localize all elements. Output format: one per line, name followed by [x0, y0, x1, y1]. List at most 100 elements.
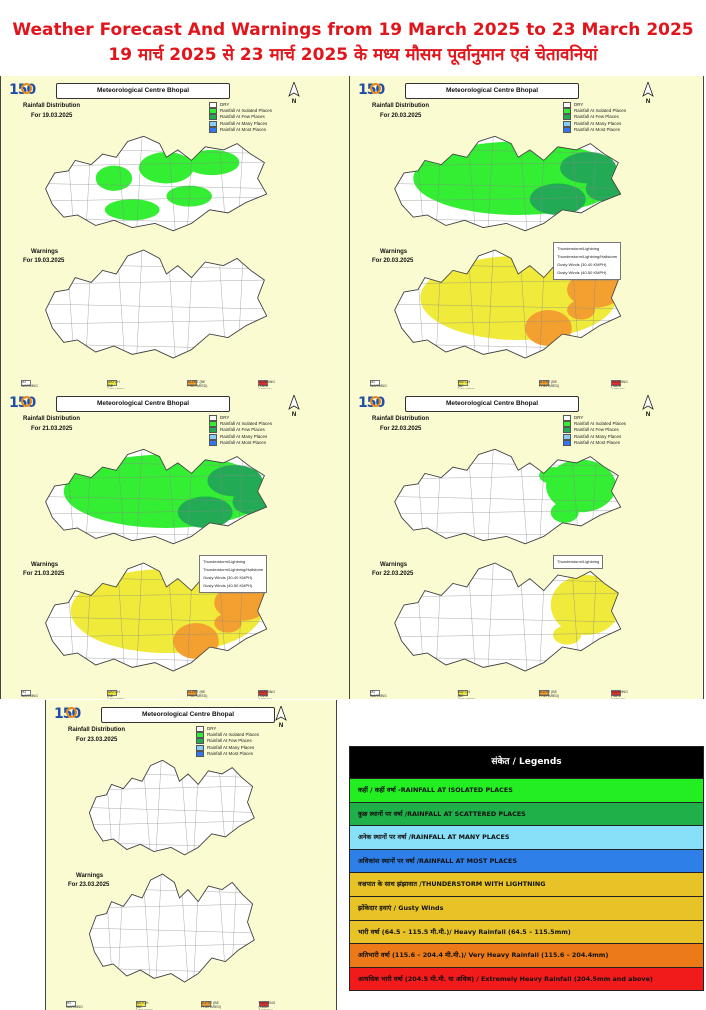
maps: [45, 448, 268, 672]
rain-date: For 21.03.2025: [31, 426, 73, 432]
shaded-region: [525, 310, 572, 346]
shaded-region: [214, 613, 242, 633]
centre-title: Meteorological Centre Bhopal: [405, 396, 579, 412]
forecast-panel-1: 150 Meteorological Centre Bhopal N Rainf…: [0, 76, 350, 389]
imd-150-logo: 150: [9, 395, 36, 411]
rain-title: Rainfall Distribution: [372, 103, 429, 109]
warning-level-legend: NO WARNING WATCH (BE UPDATED) ALERT (BE …: [66, 1001, 276, 1010]
north-arrow-icon: N: [274, 706, 288, 728]
rain-title: Rainfall Distribution: [372, 416, 429, 422]
title-english: Weather Forecast And Warnings from 19 Ma…: [12, 20, 694, 40]
maps: [45, 135, 268, 359]
warning-symbols-box: Thunderstorm/Lightning: [553, 555, 604, 569]
rain-title: Rainfall Distribution: [23, 416, 80, 422]
rain-legend: DRY Rainfall At Isolated Places Rainfall…: [209, 415, 272, 446]
warning-symbol-label: Thunderstorm/Lightning/Hailstorm: [557, 254, 618, 259]
warning-symbols-box: Thunderstorm/Lightning Thunderstorm/Light…: [199, 555, 268, 593]
rain-map-1: [45, 135, 268, 232]
warning-symbol-label: Thunderstorm/Lightning: [557, 559, 600, 564]
warning-level-legend: NO WARNING WATCH (BE UPDATED) ALERT (BE …: [21, 690, 275, 699]
shaded-region: [550, 501, 579, 523]
warning-symbol-label: Thunderstorm/Lightning: [203, 559, 246, 564]
rain-map-5: [88, 759, 255, 856]
legend-row: अतिभारी वर्षा (115.6 – 204.4 मी.मी.)/ Ve…: [350, 943, 703, 967]
warn-map-4: [394, 562, 622, 672]
shaded-region: [550, 575, 621, 635]
shaded-region: [184, 149, 240, 176]
rain-date: For 19.03.2025: [31, 113, 73, 119]
legend-row: भारी वर्षा (64.5 – 115.5 मी.मी.)/ Heavy …: [350, 919, 703, 944]
north-arrow-icon: N: [287, 395, 301, 417]
maps: [394, 448, 622, 672]
warn-title: Warnings: [31, 249, 59, 255]
warn-date: For 21.03.2025: [23, 571, 65, 577]
shaded-region: [207, 465, 263, 497]
shaded-region: [173, 623, 219, 659]
warning-level-legend: NO WARNING WATCH (BE UPDATED) ALERT (BE …: [370, 690, 628, 699]
rain-map-4: [394, 448, 622, 545]
rain-date: For 22.03.2025: [380, 426, 422, 432]
title-hindi: 19 मार्च 2025 से 23 मार्च 2025 के मध्य म…: [108, 45, 598, 65]
warn-date: For 22.03.2025: [372, 571, 414, 577]
legend-row: वज्रपात के साथ झंझावात /THUNDERSTORM WIT…: [350, 872, 703, 896]
warn-title: Warnings: [380, 562, 408, 568]
svg-text:N: N: [292, 99, 296, 104]
shaded-region: [95, 165, 133, 191]
rain-legend: DRY Rainfall At Isolated Places Rainfall…: [563, 415, 626, 446]
shaded-region: [553, 625, 582, 645]
legend-row: झोंकेदार हवाएं / Gusty Winds: [350, 895, 703, 920]
rain-legend: DRY Rainfall At Isolated Places Rainfall…: [563, 102, 626, 133]
maps: [88, 759, 255, 983]
warning-level-legend: NO WARNING WATCH (BE UPDATED) ALERT (BE …: [370, 380, 628, 389]
centre-title: Meteorological Centre Bhopal: [405, 83, 579, 99]
shaded-region: [560, 152, 617, 184]
rain-map-3: [45, 448, 268, 545]
maps: [394, 135, 622, 359]
rain-legend: DRY Rainfall At Isolated Places Rainfall…: [196, 726, 259, 757]
legend-row: अनेक स्थानों पर वर्षा /RAINFALL AT MANY …: [350, 825, 703, 849]
shaded-region: [529, 183, 586, 215]
forecast-panel-5: 150 Meteorological Centre Bhopal N Rainf…: [45, 700, 337, 1010]
north-arrow-icon: N: [641, 395, 655, 417]
warning-symbol-label: Thunderstorm/Lightning: [557, 246, 600, 251]
warning-symbol-label: Gusty Winds (30-40 KMPH): [557, 262, 607, 267]
shaded-region: [177, 496, 233, 528]
warn-map-1: [45, 249, 268, 359]
warn-title: Warnings: [31, 562, 59, 568]
warning-symbol-label: Gusty Winds (40-50 KMPH): [203, 583, 253, 588]
imd-150-logo: 150: [358, 395, 385, 411]
legend-title: संकेत / Legends: [350, 747, 703, 778]
legend-row: अधिकांश स्थानों पर वर्षा /RAINFALL AT MO…: [350, 848, 703, 873]
svg-text:N: N: [646, 412, 650, 417]
forecast-panel-3: 150 Meteorological Centre Bhopal N Rainf…: [0, 389, 350, 699]
svg-text:N: N: [279, 723, 283, 728]
warn-title: Warnings: [76, 873, 104, 879]
svg-text:N: N: [292, 412, 296, 417]
rain-legend: DRY Rainfall At Isolated Places Rainfall…: [209, 102, 272, 133]
warn-date: For 19.03.2025: [23, 258, 65, 264]
imd-150-logo: 150: [358, 82, 385, 98]
rain-date: For 23.03.2025: [76, 737, 118, 743]
legend-row: अत्यधिक भारी वर्षा (204.5 मी.मी. या अधिक…: [350, 966, 703, 991]
centre-title: Meteorological Centre Bhopal: [101, 707, 275, 723]
warning-symbol-label: Thunderstorm/Lightning/Hailstorm: [203, 567, 264, 572]
rain-map-2: [394, 135, 622, 232]
warn-date: For 23.03.2025: [68, 882, 110, 888]
centre-title: Meteorological Centre Bhopal: [56, 83, 230, 99]
shaded-region: [139, 152, 194, 184]
legend-row: कुछ स्थानों पर वर्षा /RAINFALL AT SCATTE…: [350, 801, 703, 826]
legend-row: कहीं / कहीं वर्षा -RAINFALL AT ISOLATED …: [350, 778, 703, 802]
shaded-region: [567, 300, 596, 320]
warning-symbols-box: Thunderstorm/Lightning Thunderstorm/Light…: [553, 242, 622, 280]
svg-text:N: N: [646, 99, 650, 104]
imd-150-logo: 150: [9, 82, 36, 98]
forecast-panel-4: 150 Meteorological Centre Bhopal N Rainf…: [349, 389, 704, 699]
shaded-region: [104, 199, 160, 221]
legend-table: संकेत / Legends कहीं / कहीं वर्षा -RAINF…: [349, 746, 704, 992]
warning-symbol-label: Gusty Winds (30-40 KMPH): [203, 575, 253, 580]
rain-title: Rainfall Distribution: [68, 727, 125, 733]
north-arrow-icon: N: [641, 82, 655, 104]
warning-level-legend: NO WARNING WATCH (BE UPDATED) ALERT (BE …: [21, 380, 275, 389]
rain-title: Rainfall Distribution: [23, 103, 80, 109]
warn-title: Warnings: [380, 249, 408, 255]
